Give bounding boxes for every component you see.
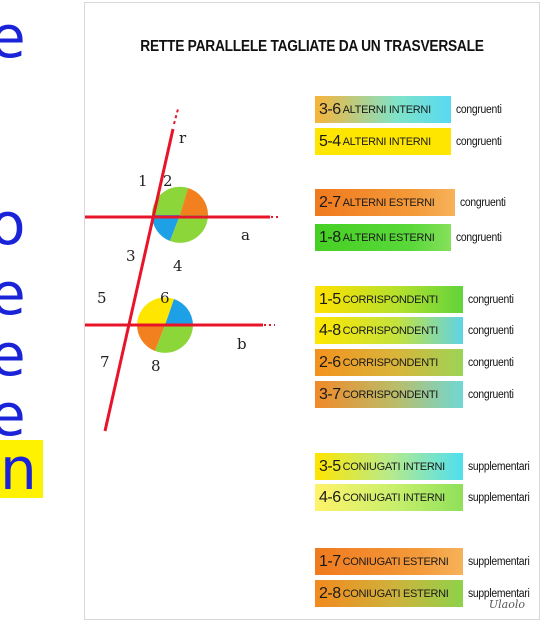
signature: Ulaolo <box>488 598 525 611</box>
angle-label-1: 1 <box>138 172 148 190</box>
angle-pair-row: 3-7 CORRISPONDENTI congruenti <box>315 381 519 408</box>
side-letter: e <box>0 381 26 449</box>
angle-pair-type: ALTERNI INTERNI <box>342 135 432 148</box>
angle-3-sector <box>152 215 180 241</box>
label-a: a <box>241 226 250 244</box>
angle-pair-label: 3-5 CONIUGATI INTERNI <box>315 453 463 480</box>
angle-label-4: 4 <box>173 257 183 275</box>
angle-pair-type: CONIUGATI ESTERNI <box>342 555 449 568</box>
angle-pair-numbers: 5-4 <box>319 132 341 150</box>
angle-pair-row: 1-8 ALTERNI ESTERNI congruenti <box>315 224 507 251</box>
angle-pair-row: 3-5 CONIUGATI INTERNI supplementari <box>315 453 536 480</box>
angle-8-sector <box>155 325 193 353</box>
angle-relation: congruenti <box>468 324 514 337</box>
angle-pair-row: 1-7 CONIUGATI ESTERNI supplementari <box>315 548 536 575</box>
angle-label-8: 8 <box>151 357 161 375</box>
angle-label-2: 2 <box>163 172 173 190</box>
angle-pair-type: CONIUGATI INTERNI <box>342 491 446 504</box>
angle-5-sector <box>137 297 174 325</box>
angle-pair-label: 5-4 ALTERNI INTERNI <box>315 128 451 155</box>
transversal-r <box>103 128 175 432</box>
angle-pair-numbers: 1-8 <box>319 228 341 246</box>
angle-pair-row: 2-6 CORRISPONDENTI congruenti <box>315 349 519 376</box>
angle-pair-row: 4-6 CONIUGATI INTERNI supplementari <box>315 484 536 511</box>
angle-pair-numbers: 1-7 <box>319 552 341 570</box>
angle-pair-label: 1-7 CONIUGATI ESTERNI <box>315 548 463 575</box>
angle-relation: congruenti <box>468 293 514 306</box>
angle-relation: congruenti <box>456 231 502 244</box>
lower-angle-circle <box>137 297 193 353</box>
angle-relation: supplementari <box>468 491 530 504</box>
label-b: b <box>237 335 247 353</box>
cropped-side-text: e o e e e n <box>0 0 70 623</box>
angle-pair-row: 3-6 ALTERNI INTERNI congruenti <box>315 96 507 123</box>
angle-relation: congruenti <box>460 196 506 209</box>
angle-pair-row: 1-5 CORRISPONDENTI congruenti <box>315 286 519 313</box>
diagram-card: RETTE PARALLELE TAGLIATE DA UN TRASVERSA… <box>84 2 540 620</box>
angle-relation: congruenti <box>456 135 502 148</box>
angle-label-6: 6 <box>160 289 170 307</box>
diagram-title: RETTE PARALLELE TAGLIATE DA UN TRASVERSA… <box>140 38 484 55</box>
angle-pair-numbers: 2-8 <box>319 584 341 602</box>
angle-relation: congruenti <box>468 356 514 369</box>
side-letter: e <box>0 321 26 389</box>
side-letter-highlighted: n <box>0 440 43 498</box>
angle-7-sector <box>137 325 165 351</box>
side-letter: e <box>0 260 26 328</box>
angle-pair-numbers: 3-6 <box>319 100 341 118</box>
angle-relation: supplementari <box>468 587 530 600</box>
angle-label-5: 5 <box>97 289 107 307</box>
angle-pair-label: 2-8 CONIUGATI ESTERNI <box>315 580 463 607</box>
angle-pair-type: ALTERNI INTERNI <box>342 103 432 116</box>
angle-pair-label: 4-6 CONIUGATI INTERNI <box>315 484 463 511</box>
angle-pair-numbers: 3-5 <box>319 457 341 475</box>
angle-pair-numbers: 4-6 <box>319 488 341 506</box>
angle-pair-label: 2-6 CORRISPONDENTI <box>315 349 463 376</box>
angle-pair-type: CORRISPONDENTI <box>342 356 439 369</box>
angle-pair-type: CORRISPONDENTI <box>342 324 439 337</box>
angle-4-sector <box>170 215 208 243</box>
angle-pair-numbers: 4-8 <box>319 321 341 339</box>
angle-pair-label: 3-7 CORRISPONDENTI <box>315 381 463 408</box>
angle-pair-label: 4-8 CORRISPONDENTI <box>315 317 463 344</box>
parallel-lines-diagram: r a b 1 2 3 4 5 6 7 8 <box>85 108 281 432</box>
label-r: r <box>179 129 187 147</box>
angle-pair-type: ALTERNI ESTERNI <box>342 231 435 244</box>
angle-pair-label: 1-5 CORRISPONDENTI <box>315 286 463 313</box>
angle-pair-label: 1-8 ALTERNI ESTERNI <box>315 224 451 251</box>
angle-pair-row: 2-7 ALTERNI ESTERNI congruenti <box>315 189 511 216</box>
angle-relation: congruenti <box>468 388 514 401</box>
angle-relation: congruenti <box>456 103 502 116</box>
angle-pair-label: 3-6 ALTERNI INTERNI <box>315 96 451 123</box>
angle-6-sector <box>165 299 193 325</box>
angle-pair-row: 5-4 ALTERNI INTERNI congruenti <box>315 128 507 155</box>
angle-pair-numbers: 2-7 <box>319 193 341 211</box>
angle-pair-type: CORRISPONDENTI <box>342 388 439 401</box>
side-letter: e <box>0 3 26 71</box>
angle-pair-numbers: 3-7 <box>319 385 341 403</box>
angle-pair-numbers: 2-6 <box>319 353 341 371</box>
angle-pair-row: 2-8 CONIUGATI ESTERNI supplementari <box>315 580 536 607</box>
angle-2-sector <box>180 188 209 215</box>
upper-angle-circle <box>151 186 209 243</box>
angle-pair-type: CONIUGATI INTERNI <box>342 460 446 473</box>
angle-pair-numbers: 1-5 <box>319 290 341 308</box>
angle-relation: supplementari <box>468 460 530 473</box>
angle-label-3: 3 <box>126 247 136 265</box>
angle-relation: supplementari <box>468 555 530 568</box>
side-letter: o <box>0 190 26 258</box>
angle-pair-row: 4-8 CORRISPONDENTI congruenti <box>315 317 519 344</box>
angle-pair-type: CORRISPONDENTI <box>342 293 439 306</box>
angle-pair-type: ALTERNI ESTERNI <box>342 196 435 209</box>
angle-label-7: 7 <box>100 353 110 371</box>
angle-pair-type: CONIUGATI ESTERNI <box>342 587 449 600</box>
angle-pair-label: 2-7 ALTERNI ESTERNI <box>315 189 455 216</box>
